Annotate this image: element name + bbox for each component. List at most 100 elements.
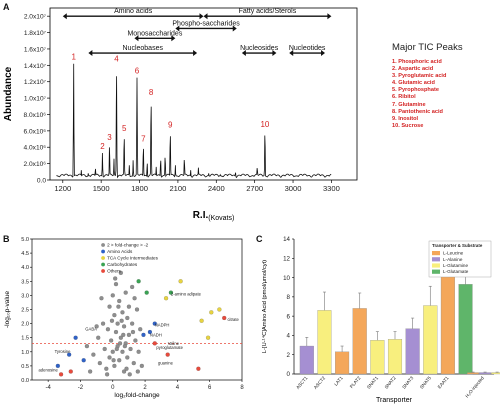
scatter-point bbox=[113, 282, 119, 287]
y-tick-label: 8.0x10⁶ bbox=[23, 112, 46, 119]
scatter-point bbox=[117, 298, 122, 304]
range-label: Nucleobases bbox=[123, 45, 164, 52]
legend-title: Transporter & Substrate bbox=[432, 243, 483, 248]
scatter-point bbox=[84, 344, 90, 349]
x-tick-label: 2400 bbox=[208, 184, 225, 193]
x-tick-label: ASCT2 bbox=[313, 375, 327, 390]
scatter-point bbox=[110, 349, 115, 354]
bar bbox=[335, 351, 350, 375]
scatter-point bbox=[122, 344, 127, 349]
scatter-point bbox=[165, 352, 170, 357]
y-tick-label: 0.0 bbox=[37, 178, 46, 185]
range-label: Phospho-saccharides bbox=[172, 20, 240, 27]
y-tick-label: 10 bbox=[283, 275, 290, 282]
scatter-point bbox=[107, 355, 112, 360]
legend-label: L-Leucine bbox=[443, 251, 464, 256]
y-tick-label: 1.0 bbox=[21, 350, 29, 356]
legend-item: 3. Pyroglutamic acid bbox=[392, 73, 447, 80]
range-arrow-left bbox=[62, 13, 67, 20]
legend-item: 2. Aspartic acid bbox=[392, 66, 434, 73]
scatter-point bbox=[130, 284, 135, 290]
y-tick-label: 3.5 bbox=[21, 279, 29, 285]
x-tick-label: 1500 bbox=[93, 184, 110, 193]
y-tick-label: 6 bbox=[287, 313, 291, 320]
point-annotation: Tyrosine bbox=[55, 349, 71, 354]
scatter-point bbox=[222, 315, 227, 321]
scatter-point bbox=[105, 327, 111, 332]
legend-marker bbox=[101, 243, 105, 247]
x-tick-label: 2 bbox=[143, 385, 147, 391]
y-axis-label: Abundance bbox=[3, 66, 14, 121]
legend-label: Others bbox=[107, 269, 121, 274]
scatter-point bbox=[91, 352, 96, 357]
scatter-point bbox=[130, 321, 135, 326]
x-tick-label: -4 bbox=[45, 385, 51, 391]
scatter-point bbox=[163, 296, 169, 301]
legend-item: 5. Pyrophosphate bbox=[392, 87, 439, 94]
scatter-point bbox=[125, 355, 130, 360]
legend-item: 10. Sucrose bbox=[392, 122, 424, 129]
volcano-plot: 0.0 0.5 1.0 1.5 2.0 2.5 3.0 3.5 4.0 4.5 5.0 -4 -2 0 2 4… bbox=[4, 237, 244, 399]
scatter-point bbox=[118, 270, 123, 275]
scatter-point bbox=[109, 318, 115, 323]
y-tick-label: 1.8x10⁷ bbox=[24, 30, 47, 37]
scatter-point bbox=[109, 338, 114, 343]
scatter-point bbox=[114, 346, 119, 352]
point-annotation: guanine bbox=[158, 360, 174, 365]
bar bbox=[299, 345, 314, 375]
scatter-point bbox=[199, 318, 204, 323]
legend-item: 6. Ribitol bbox=[392, 94, 416, 101]
legend-label: Carbohydrates bbox=[107, 262, 138, 267]
range-label: Nucleosides bbox=[240, 45, 279, 52]
legend-item: 4. Glutamic acid bbox=[392, 80, 435, 87]
point-annotation: NADH bbox=[150, 332, 162, 337]
y-tick-label: 2.0x10⁷ bbox=[24, 14, 47, 21]
scatter-point bbox=[152, 341, 157, 346]
peak-label: 7 bbox=[141, 135, 146, 144]
tic-trace bbox=[56, 63, 332, 179]
point-annotation: citrate bbox=[227, 317, 239, 322]
tic-peaks-legend: Major TIC Peaks 1. Phosphoric acid 2. Asp… bbox=[392, 42, 497, 130]
scatter-point bbox=[121, 369, 127, 374]
bar bbox=[479, 372, 491, 375]
scatter-point bbox=[118, 335, 123, 340]
scatter-point bbox=[134, 307, 140, 312]
range-arrow-left bbox=[241, 50, 246, 57]
point-annotation: NADPH bbox=[155, 322, 170, 327]
scatter-point bbox=[126, 304, 132, 309]
scatter-point bbox=[102, 346, 107, 352]
x-tick-label: LAT1 bbox=[333, 375, 344, 387]
y-tick-label: 1.2x10⁷ bbox=[24, 79, 47, 86]
scatter-point bbox=[112, 313, 117, 318]
scatter-point bbox=[117, 341, 123, 346]
y-tick-label: 4.5 bbox=[21, 251, 29, 257]
scatter-point bbox=[107, 304, 112, 309]
range-label: Monosaccharides bbox=[127, 30, 182, 37]
scatter-point bbox=[135, 369, 140, 374]
scatter-point bbox=[139, 363, 144, 368]
point-annotation: Valine bbox=[168, 341, 180, 346]
scatter-point bbox=[121, 324, 127, 329]
y-tick-label: 4.0x10⁶ bbox=[23, 145, 46, 152]
scatter-point bbox=[100, 321, 106, 326]
x-tick-label: PLAT2 bbox=[349, 375, 362, 389]
scatter-point bbox=[113, 329, 119, 335]
scatter-point bbox=[112, 363, 117, 368]
range-label: Fatty acids/Sterols bbox=[239, 8, 297, 15]
legend-swatch bbox=[432, 257, 440, 262]
scatter-point bbox=[111, 358, 116, 363]
bar bbox=[458, 284, 473, 375]
scatter-point bbox=[96, 335, 101, 340]
legend-label: Amino Acids bbox=[107, 249, 133, 254]
x-tick-label: 1200 bbox=[54, 184, 71, 193]
y-tick-label: 0.0 bbox=[21, 378, 29, 384]
range-arrow-right bbox=[272, 50, 277, 57]
bar bbox=[370, 340, 385, 375]
bar bbox=[317, 310, 332, 375]
x-tick-label: 2100 bbox=[169, 184, 186, 193]
scatter-point bbox=[119, 318, 124, 323]
scatter-point bbox=[130, 329, 136, 335]
bar bbox=[491, 372, 500, 375]
legend-items: 1. Phosphoric acid 2. Aspartic acid 3. Pyr… bbox=[392, 59, 497, 130]
scatter-point bbox=[217, 307, 222, 312]
